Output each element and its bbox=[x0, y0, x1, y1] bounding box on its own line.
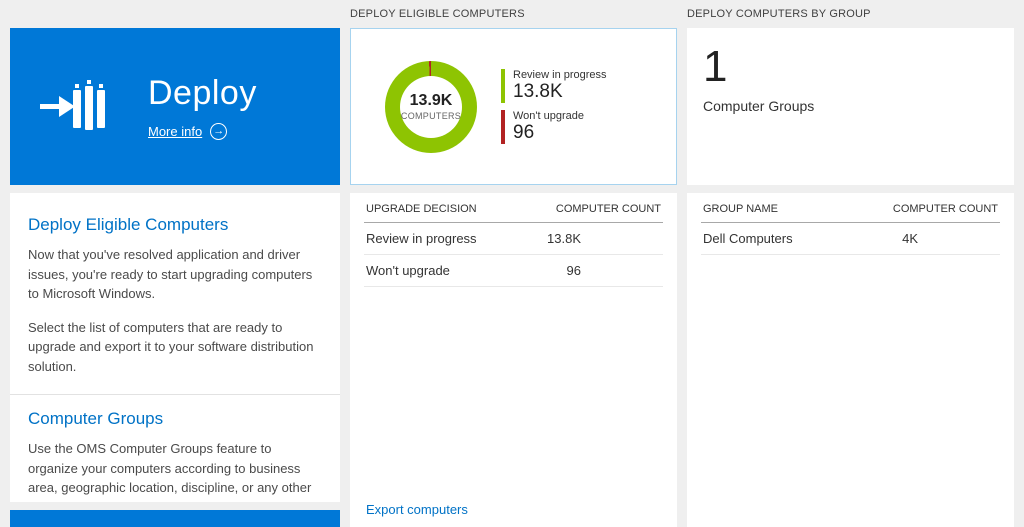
column-header-computer-count: COMPUTER COUNT bbox=[839, 193, 1000, 223]
eligible-computers-card[interactable]: 13.9K COMPUTERS Review in progress 13.8K… bbox=[350, 28, 677, 185]
row-value: 4K bbox=[902, 231, 918, 246]
section-paragraph: Use the OMS Computer Groups feature to o… bbox=[28, 441, 312, 502]
more-info-arrow-icon[interactable]: → bbox=[210, 122, 228, 140]
right-column-header: DEPLOY COMPUTERS BY GROUP bbox=[687, 8, 871, 20]
middle-column-header: DEPLOY ELIGIBLE COMPUTERS bbox=[350, 8, 525, 20]
deploy-overview-column: Deploy More info → Deploy Eligible Compu… bbox=[10, 0, 340, 527]
row-label: Dell Computers bbox=[701, 222, 840, 255]
section-paragraph: Now that you've resolved application and… bbox=[28, 247, 313, 301]
table-row-wont-upgrade[interactable]: Won't upgrade 96 bbox=[364, 254, 663, 287]
deploy-eligible-computers-column: DEPLOY ELIGIBLE COMPUTERS 13.9K COMPUTER… bbox=[350, 0, 677, 527]
legend-value: 13.8K bbox=[513, 81, 563, 103]
row-label: Review in progress bbox=[364, 222, 512, 255]
column-header-group-name: GROUP NAME bbox=[701, 193, 840, 223]
upgrade-decision-table: UPGRADE DECISION COMPUTER COUNT Review i… bbox=[364, 193, 663, 287]
section-paragraph: Select the list of computers that are re… bbox=[28, 319, 314, 374]
section-heading-computer-groups: Computer Groups bbox=[28, 409, 164, 428]
deploy-tile-text: Deploy More info → bbox=[148, 74, 257, 140]
export-computers-link[interactable]: Export computers bbox=[366, 502, 468, 517]
more-info-link[interactable]: More info bbox=[148, 123, 203, 139]
left-footer-accent-bar bbox=[10, 510, 340, 527]
row-label: Won't upgrade bbox=[364, 254, 512, 287]
computer-groups-label: Computer Groups bbox=[703, 98, 815, 115]
deploy-icon bbox=[40, 78, 106, 136]
column-header-upgrade-decision: UPGRADE DECISION bbox=[364, 193, 512, 223]
row-value: 13.8K bbox=[547, 231, 581, 246]
legend-label: Review in progress bbox=[513, 69, 607, 82]
section-heading-deploy-eligible: Deploy Eligible Computers bbox=[28, 215, 229, 234]
legend-value: 96 bbox=[513, 122, 535, 143]
column-header-computer-count: COMPUTER COUNT bbox=[511, 193, 663, 223]
eligible-computers-donut: 13.9K COMPUTERS bbox=[385, 60, 477, 153]
row-bar-track bbox=[593, 235, 661, 243]
legend-swatch-red bbox=[501, 110, 505, 144]
computer-groups-section: Computer Groups Use the OMS Computer Gro… bbox=[28, 409, 322, 502]
deploy-tile[interactable]: Deploy More info → bbox=[10, 28, 340, 185]
computer-groups-count: 1 bbox=[703, 42, 728, 91]
row-value: 96 bbox=[566, 263, 581, 278]
group-table: GROUP NAME COMPUTER COUNT Dell Computers… bbox=[701, 193, 1000, 255]
group-table-card: GROUP NAME COMPUTER COUNT Dell Computers… bbox=[687, 193, 1014, 527]
table-row-review-in-progress[interactable]: Review in progress 13.8K bbox=[364, 222, 663, 255]
donut-legend: Review in progress 13.8K Won't upgrade 9… bbox=[501, 69, 607, 144]
left-column-header-spacer bbox=[10, 0, 340, 28]
legend-item-wont-upgrade: Won't upgrade 96 bbox=[501, 110, 607, 144]
donut-center-value: 13.9K bbox=[409, 92, 453, 109]
upgrade-decision-table-card: UPGRADE DECISION COMPUTER COUNT Review i… bbox=[350, 193, 677, 527]
section-divider bbox=[10, 394, 340, 395]
legend-item-review-in-progress: Review in progress 13.8K bbox=[501, 69, 607, 103]
deploy-eligible-computers-section: Deploy Eligible Computers Now that you'v… bbox=[28, 215, 322, 376]
donut-center-label: COMPUTERS bbox=[400, 111, 462, 121]
computer-groups-summary-card[interactable]: 1 Computer Groups bbox=[687, 28, 1014, 185]
legend-label: Won't upgrade bbox=[513, 110, 585, 122]
donut-center: 13.9K COMPUTERS bbox=[400, 75, 462, 138]
deploy-computers-by-group-column: DEPLOY COMPUTERS BY GROUP 1 Computer Gro… bbox=[687, 0, 1014, 527]
deploy-tile-title: Deploy bbox=[148, 73, 257, 112]
row-bar-track bbox=[593, 267, 661, 275]
row-bar-track bbox=[930, 235, 998, 243]
table-row-dell-computers[interactable]: Dell Computers 4K bbox=[701, 222, 1000, 255]
deploy-description-panel: Deploy Eligible Computers Now that you'v… bbox=[10, 193, 340, 502]
legend-swatch-green bbox=[501, 69, 505, 103]
